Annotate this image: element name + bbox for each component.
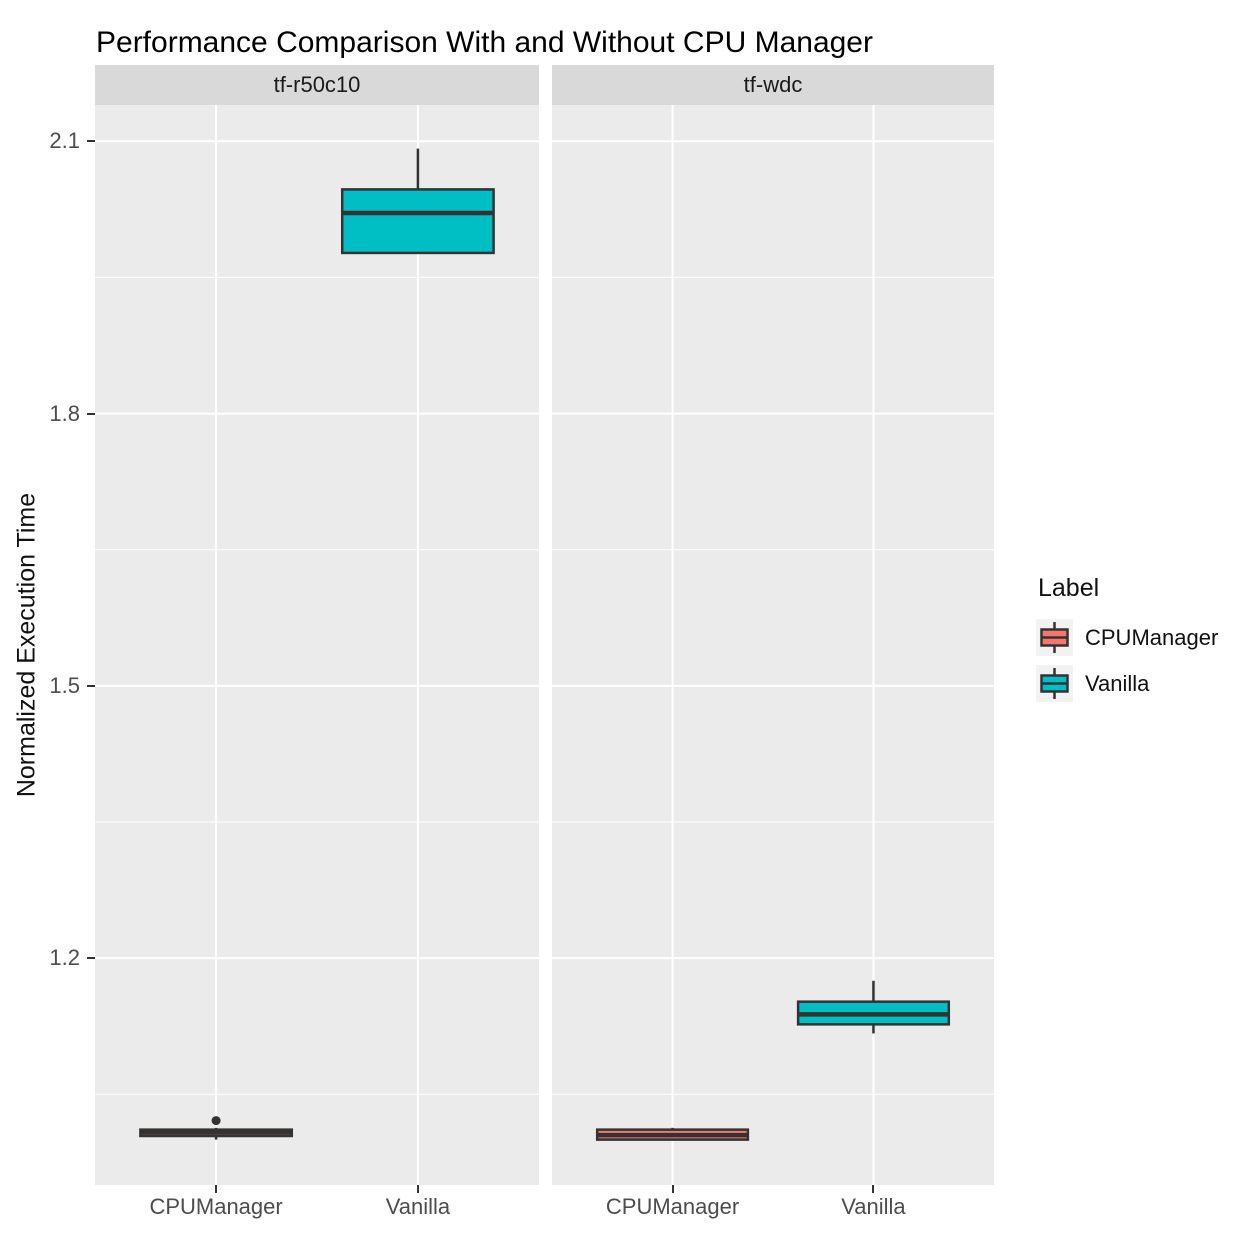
legend-item: Vanilla [1036, 665, 1218, 702]
boxplot-glyph-icon [1040, 622, 1069, 653]
facet-panel [95, 105, 539, 1185]
y-tick [87, 684, 95, 687]
legend-entries: CPUManager Vanilla [1036, 619, 1218, 702]
facet-plot-svg [552, 105, 994, 1185]
x-tick [416, 1185, 419, 1193]
facet-strip-label: tf-r50c10 [273, 72, 361, 97]
x-tick-label: CPUManager [605, 1194, 740, 1219]
facet-strip: tf-r50c10 [95, 65, 539, 105]
x-tick-label: Vanilla [385, 1194, 451, 1219]
y-tick-label: 2.1 [49, 128, 80, 154]
y-tick-label: 1.2 [49, 945, 80, 971]
facet-strip-label: tf-wdc [743, 72, 803, 97]
x-tick-label: Vanilla [841, 1194, 906, 1219]
boxplot-box [340, 188, 495, 255]
facet-panel [552, 105, 994, 1185]
y-axis-title: Normalized Execution Time [12, 492, 41, 798]
x-tick [671, 1185, 674, 1193]
legend-title: Label [1038, 574, 1100, 602]
x-tick [872, 1185, 875, 1193]
y-tick-label: 1.8 [49, 400, 80, 426]
facet-strip: tf-wdc [552, 65, 994, 105]
legend-item-label: CPUManager [1085, 624, 1219, 650]
y-tick [87, 140, 95, 143]
boxplot-outlier [211, 1116, 221, 1126]
legend-key [1036, 665, 1073, 702]
legend-item-label: Vanilla [1085, 670, 1150, 696]
legend-key [1036, 619, 1073, 656]
y-tick-label: 1.5 [49, 672, 80, 698]
x-tick-label: CPUManager [149, 1194, 283, 1219]
legend: Label CPUManager Vanilla [1036, 574, 1218, 711]
chart-title: Performance Comparison With and Without … [96, 26, 873, 59]
facet-plot-svg [95, 105, 539, 1185]
x-tick [215, 1185, 218, 1193]
boxplot-glyph-icon [1040, 668, 1069, 699]
y-tick [87, 412, 95, 415]
legend-item: CPUManager [1036, 619, 1218, 656]
y-tick [87, 957, 95, 960]
